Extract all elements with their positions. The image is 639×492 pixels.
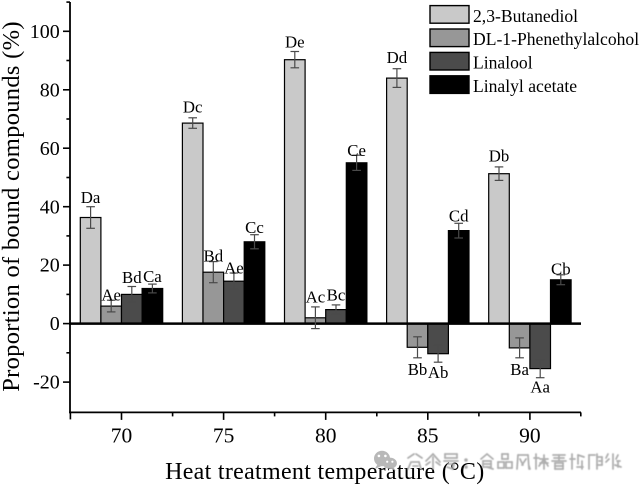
svg-text:Bb: Bb [408, 360, 428, 379]
svg-text:Linalyl acetate: Linalyl acetate [473, 76, 577, 96]
svg-text:Bd: Bd [204, 247, 224, 266]
svg-text:Cb: Cb [551, 260, 571, 279]
svg-text:Linalool: Linalool [473, 53, 533, 73]
svg-text:85: 85 [417, 424, 439, 448]
svg-text:Proportion of bound compounds: Proportion of bound compounds (%) [0, 21, 25, 392]
svg-text:Ca: Ca [143, 267, 162, 286]
svg-text:Dd: Dd [387, 48, 408, 67]
svg-text:Db: Db [489, 146, 510, 165]
svg-text:80: 80 [40, 79, 60, 101]
svg-text:Ab: Ab [428, 363, 449, 382]
svg-text:Ba: Ba [510, 360, 529, 379]
svg-text:2,3-Butanediol: 2,3-Butanediol [473, 6, 578, 26]
svg-text:90: 90 [519, 424, 541, 448]
svg-text:Dc: Dc [183, 97, 203, 116]
svg-text:De: De [285, 33, 305, 52]
svg-text:Cc: Cc [245, 218, 264, 237]
svg-text:Bd: Bd [122, 268, 142, 287]
svg-text:Ce: Ce [347, 141, 366, 160]
svg-text:Ae: Ae [224, 259, 244, 278]
svg-text:Aa: Aa [530, 378, 550, 397]
svg-text:40: 40 [40, 196, 60, 218]
svg-text:100: 100 [30, 21, 60, 43]
svg-text:75: 75 [213, 424, 235, 448]
svg-text:Heat treatment temperature (°C: Heat treatment temperature (°C) [165, 459, 484, 485]
svg-text:80: 80 [315, 424, 337, 448]
svg-text:Ae: Ae [101, 285, 121, 304]
svg-text:70: 70 [111, 424, 133, 448]
svg-text:Ac: Ac [306, 288, 326, 307]
svg-text:60: 60 [40, 138, 60, 160]
svg-text:Bc: Bc [327, 286, 346, 305]
svg-text:Da: Da [81, 188, 101, 207]
svg-text:20: 20 [40, 255, 60, 277]
svg-text:0: 0 [50, 313, 60, 335]
svg-text:DL-1-Phenethylalcohol: DL-1-Phenethylalcohol [473, 29, 639, 49]
svg-text:-20: -20 [33, 372, 60, 394]
svg-text:Cd: Cd [449, 206, 469, 225]
